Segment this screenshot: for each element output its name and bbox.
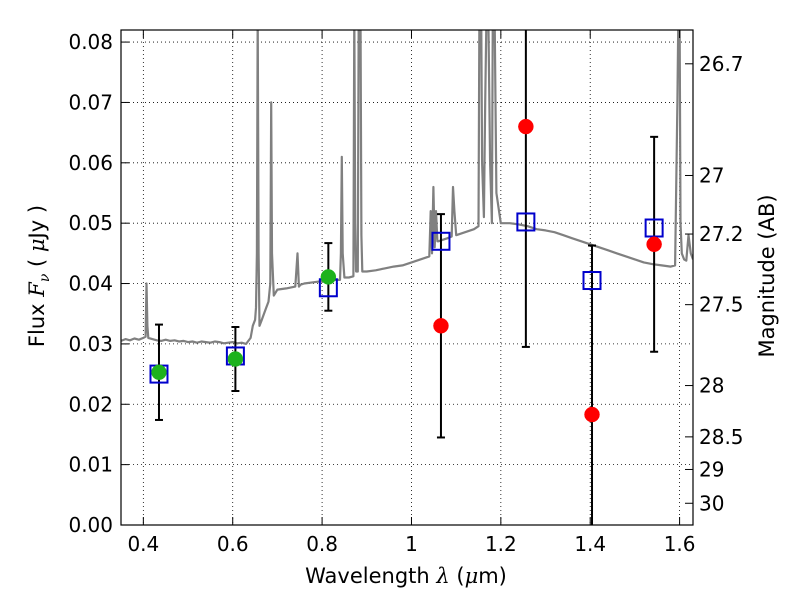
magnitude-tick-label: 26.7 [699, 52, 744, 76]
magnitude-tick-label: 27.5 [699, 293, 744, 317]
observed-point [433, 318, 449, 334]
right-axis-label: Magnitude (AB) [755, 194, 779, 357]
observed-point [151, 364, 167, 381]
x-tick-label: 1.2 [485, 532, 517, 556]
observed-point [646, 236, 662, 253]
model-photometry-square [644, 218, 664, 238]
axes-frame [120, 29, 694, 526]
y-tick-label: 0.07 [68, 90, 113, 114]
x-axis-label: Wavelength λ (μm) [305, 564, 507, 588]
observed-point [584, 406, 600, 423]
y-axis-label: Flux Fν ( μJy ) [25, 205, 53, 347]
spectrum-line [121, 30, 693, 345]
magnitude-tick-label: 29 [699, 457, 724, 481]
y-tick-label: 0.03 [68, 332, 113, 356]
observed-point [320, 269, 337, 285]
magnitude-tick-label: 28 [699, 374, 724, 398]
magnitude-tick-label: 27 [699, 163, 724, 187]
x-tick-label: 0.8 [306, 532, 338, 556]
model-photometry-square [516, 212, 536, 232]
y-tick-label: 0.02 [68, 392, 113, 416]
y-tick-label: 0.06 [68, 151, 113, 175]
x-tick-label: 0.6 [217, 532, 249, 556]
y-tick-label: 0.00 [68, 513, 113, 537]
magnitude-tick-label: 28.5 [699, 425, 744, 449]
magnitude-tick-label: 30 [699, 491, 724, 515]
axes: 0.4 0.6 0.8 1 1.2 1.4 1.6 0.00 0.01 0.02 0.03 0.04 0… [68, 29, 744, 556]
x-tick-label: 0.4 [127, 532, 159, 556]
observed-point [227, 351, 244, 367]
x-tick-label: 1.6 [664, 532, 696, 556]
magnitude-tick-label: 27.2 [699, 222, 744, 246]
model-photometry-square [582, 271, 602, 291]
y-tick-label: 0.05 [68, 211, 113, 235]
y-tick-label: 0.08 [68, 30, 113, 54]
plot-area [121, 30, 693, 525]
y-tick-label: 0.04 [68, 272, 113, 296]
y-tick-label: 0.01 [68, 453, 113, 477]
observed-point [518, 118, 534, 135]
x-tick-label: 1 [405, 532, 418, 556]
model-photometry-square [431, 231, 451, 251]
x-tick-label: 1.4 [574, 532, 606, 556]
